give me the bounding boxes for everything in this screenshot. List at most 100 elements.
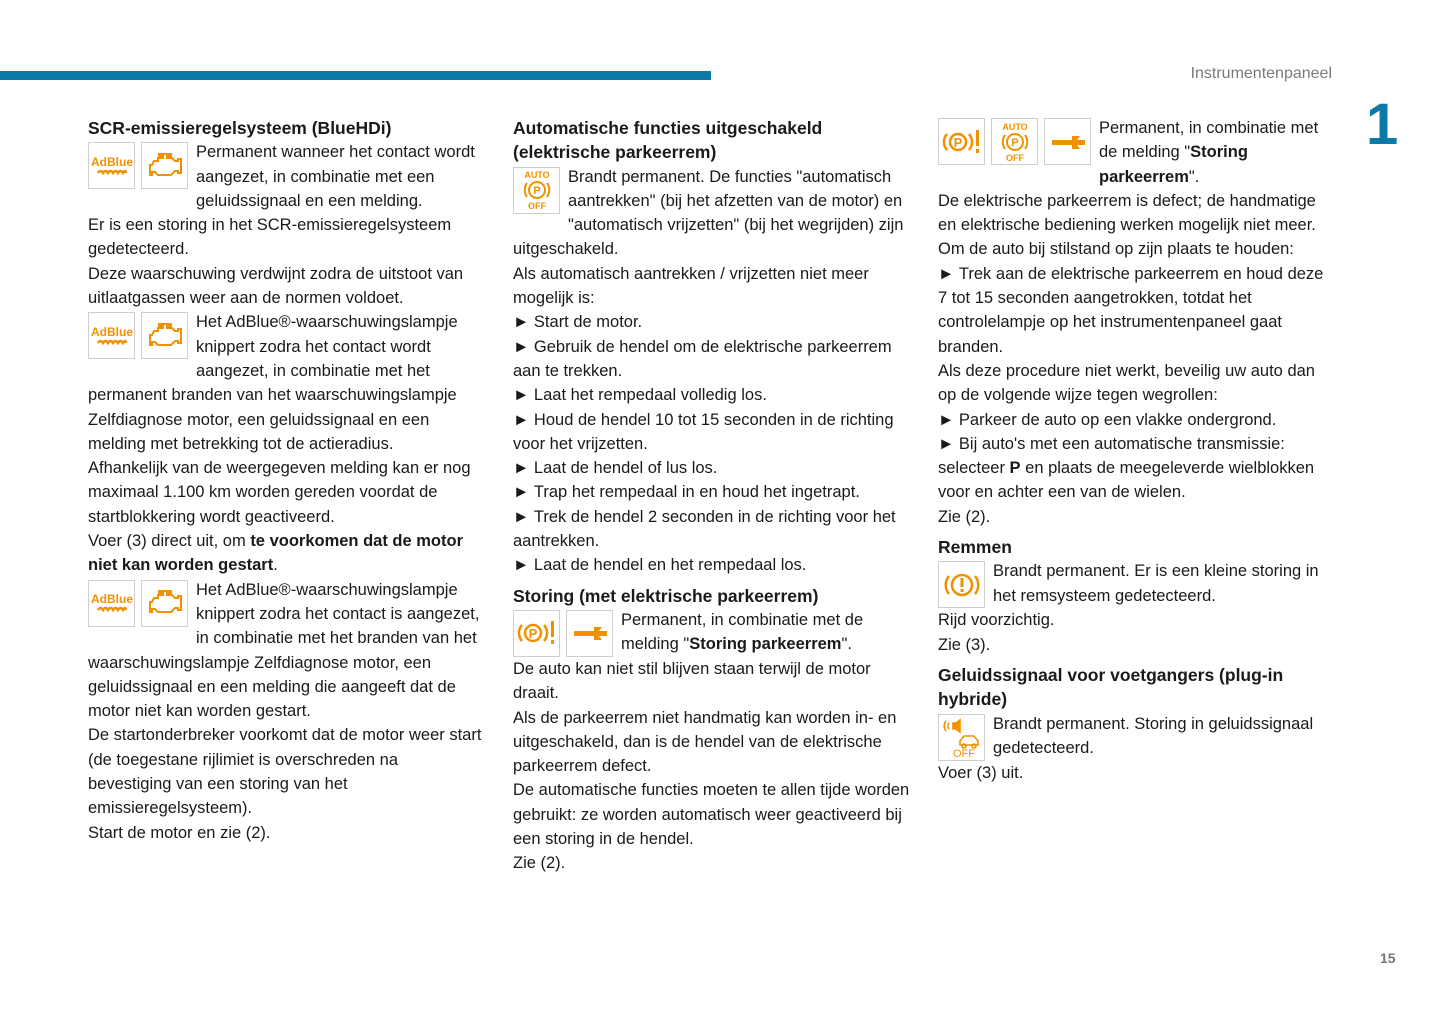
parking-auto-off-icon: AUTO P OFF [991,118,1038,165]
bold-text: P [1009,459,1021,478]
text-run: Laat het rempedaal volledig los. [533,386,767,405]
bullet-item: Laat de hendel en het rempedaal los. [513,553,911,577]
paragraph: Voer (3) direct uit, om te voorkomen dat… [88,529,486,578]
section-heading: Storing (met elektrische parkeerrem) [513,585,819,606]
text-run: Rijd voorzichtig. [938,611,1055,630]
chapter-number: 1 [1366,92,1399,157]
paragraph: AUTO P OFF Brandt permanent. De functies "a… [513,165,911,262]
wrench-icon [566,609,613,657]
text-run: en plaats de meegeleverde wielblokken vo… [938,459,1315,502]
text-run: Brandt permanent. Storing in geluidssign… [993,714,1314,757]
adblue-icon: AdBlue [88,579,135,627]
parking-auto-off-icon: AUTO P OFF [513,166,560,214]
text-run: Houd de hendel 10 tot 15 seconden in de … [513,410,894,453]
text-run: De elektrische parkeerrem is defect; de … [938,191,1316,235]
page-number: 15 [1380,950,1396,966]
paragraph: Voer (3) uit. [938,761,1336,785]
svg-text:AdBlue: AdBlue [91,592,133,606]
bullet-item: Gebruik de hendel om de elektrische park… [513,335,911,384]
adblue-icon: AdBlue [88,142,135,190]
text-run: Het AdBlue®-waarschuwingslampje knippert… [88,580,480,721]
section-heading: Automatische functies uitgeschakeld (ele… [513,118,823,163]
paragraph: AdBlue Het AdBlue®-waarschuwingslampje kn… [88,310,486,456]
paragraph: OFF Brandt permanent. Storing in geluidss… [938,712,1336,761]
svg-text:P: P [533,185,540,197]
warning-lamp-group: AdBlue [88,142,188,190]
paragraph: Als automatisch aantrekken / vrijzetten … [513,262,911,311]
text-run: Brandt permanent. De functies "automatis… [513,167,904,259]
bullet-item: Laat het rempedaal volledig los. [513,383,911,407]
warning-lamp-group: P AUTO P OFF [938,118,1091,165]
text-run: De startonderbreker voorkomt dat de moto… [88,726,482,818]
svg-text:OFF: OFF [1006,153,1024,163]
engine-icon [141,312,188,360]
svg-text:OFF: OFF [528,201,546,211]
text-run: Brandt permanent. Er is een kleine stori… [993,562,1319,605]
section-title: Instrumentenpaneel [1190,65,1332,82]
paragraph: Brandt permanent. Er is een kleine stori… [938,559,1336,609]
text-run: Laat de hendel of lus los. [533,459,718,478]
paragraph: Zie (3). [938,633,1336,657]
bullet-item: Trap het rempedaal in en houd het ingetr… [513,480,911,504]
wrench-icon [1044,118,1091,165]
bullet-item: Houd de hendel 10 tot 15 seconden in de … [513,408,911,457]
text-run: Om de auto bij stilstand op zijn plaats … [938,240,1294,259]
paragraph: De startonderbreker voorkomt dat de moto… [88,723,486,820]
text-run: Voer (3) direct uit, om [88,532,251,551]
paragraph: AdBlue Het AdBlue®-waarschuwingslampje kn… [88,578,486,724]
text-run: Permanent, in combinatie met de melding … [1099,119,1319,162]
text-run: Deze waarschuwing verdwijnt zodra de uit… [88,264,464,308]
parking-warning-icon: P [513,609,560,657]
paragraph: P AUTO P OFF Permanent, in combinatie met de… [938,116,1336,189]
text-run: Permanent wanneer het contact wordt aang… [196,143,475,210]
text-run: De auto kan niet stil blijven staan terw… [513,659,871,703]
svg-text:AdBlue: AdBlue [91,155,133,169]
text-run: Als de parkeerrem niet handmatig kan wor… [513,708,897,776]
text-run: Zie (2). [938,507,991,526]
svg-text:AUTO: AUTO [524,170,549,180]
paragraph: Er is een storing in het SCR-emissierege… [88,213,486,262]
paragraph: De elektrische parkeerrem is defect; de … [938,189,1336,238]
warning-lamp-group: AdBlue [88,579,188,627]
paragraph: Zie (2). [938,505,1336,529]
parking-warning-icon: P [938,118,985,165]
text-run: Als deze procedure niet werkt, beveilig … [938,361,1315,405]
paragraph: Als deze procedure niet werkt, beveilig … [938,359,1336,408]
warning-lamp-group: P [513,609,613,657]
text-run: Permanent, in combinatie met de melding … [621,610,864,654]
bold-text: te voorkomen dat de motor niet kan worde… [88,532,464,575]
text-run: Start de motor en zie (2). [88,823,271,842]
text-run: ". [841,635,852,654]
text-run: Zie (3). [938,635,991,654]
pedestrian-sound-off-icon: OFF [938,713,985,761]
text-run: ". [1188,167,1200,186]
warning-lamp-group: AUTO P OFF [513,166,560,214]
engine-icon [141,142,188,190]
paragraph: Afhankelijk van de weergegeven melding k… [88,456,486,529]
text-run: Het AdBlue®-waarschuwingslampje knippert… [88,313,458,453]
text-run: Trap het rempedaal in en houd het ingetr… [533,483,860,502]
paragraph: De auto kan niet stil blijven staan terw… [513,657,911,706]
paragraph: Rijd voorzichtig. [938,608,1336,632]
section-heading: Geluidssignaal voor voetgangers (plug-in… [938,664,1284,710]
text-run: Trek aan de elektrische parkeerrem en ho… [938,264,1324,356]
warning-lamp-group: AdBlue [88,312,188,360]
text-run: Afhankelijk van de weergegeven melding k… [88,459,471,526]
paragraph: Zie (2). [513,851,911,875]
bold-text: Storing parkeerrem [1099,143,1248,186]
svg-text:P: P [1011,137,1018,149]
paragraph: Start de motor en zie (2). [88,821,486,845]
svg-text:AUTO: AUTO [1002,122,1027,132]
text-run: Trek de hendel 2 seconden in de richting… [513,507,896,551]
text-run: Parkeer de auto op een vlakke ondergrond… [958,410,1277,429]
paragraph: Deze waarschuwing verdwijnt zodra de uit… [88,262,486,311]
bullet-item: Trek de hendel 2 seconden in de richting… [513,505,911,554]
warning-lamp-group [938,561,985,609]
svg-text:OFF: OFF [953,748,975,759]
column-2: Automatische functies uitgeschakeld (ele… [513,116,911,876]
text-run: Laat de hendel en het rempedaal los. [533,556,807,575]
svg-text:P: P [953,135,962,150]
text-run: Start de motor. [533,313,643,332]
section-heading: SCR-emissieregelsysteem (BlueHDi) [88,118,392,138]
bullet-item: Start de motor. [513,310,911,334]
